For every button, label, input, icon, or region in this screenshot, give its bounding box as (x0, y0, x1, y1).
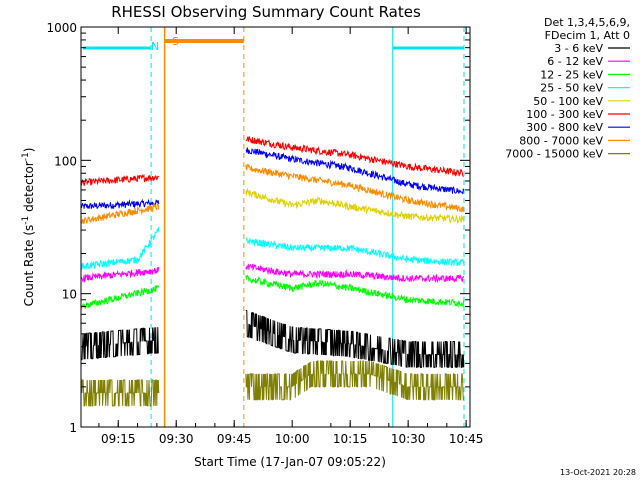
series-line-0 (80, 266, 160, 284)
plot-frame (80, 26, 471, 428)
series-group (80, 136, 465, 407)
y-tick-label: 10 (62, 288, 77, 302)
legend: Det 1,3,4,5,6,9, FDecim 1, Att 0 3 - 6 k… (505, 16, 630, 161)
x-tick-label: 10:00 (275, 432, 310, 446)
series-line-0 (80, 173, 160, 187)
x-tick-label: 10:30 (391, 432, 426, 446)
y-axis-label: Count Rate (s-1 detector-1) (21, 148, 36, 307)
series-line-1 (245, 136, 464, 177)
x-tick-label: 10:45 (449, 432, 484, 446)
legend-entry-label: 7000 - 15000 keV (505, 148, 603, 161)
legend-header-line1: Det 1,3,4,5,6,9, (544, 16, 630, 29)
series-line-0 (80, 202, 160, 225)
y-axis-label-sup2: -1 (21, 152, 31, 161)
x-axis-label: Start Time (17-Jan-07 09:05:22) (194, 455, 386, 469)
series-line-1 (245, 163, 465, 213)
legend-entry-label: 25 - 50 keV (540, 82, 603, 95)
timestamp: 13-Oct-2021 20:28 (560, 468, 636, 477)
legend-entry-label: 50 - 100 keV (533, 95, 603, 108)
y-axis-label-part1: Count Rate (s (22, 225, 36, 307)
y-axis-label-sup1: -1 (21, 216, 31, 225)
legend-entry-label: 300 - 800 keV (526, 121, 603, 134)
legend-entry-label: 800 - 7000 keV (519, 134, 603, 147)
series-line-0 (81, 379, 160, 407)
legend-header-line2: FDecim 1, Att 0 (545, 29, 630, 42)
series-line-1 (245, 262, 465, 284)
series-line-0 (80, 198, 160, 210)
legend-entry-label: 3 - 6 keV (554, 42, 603, 55)
series-line-1 (245, 274, 465, 308)
y-axis: 1 10 100 1000 (46, 21, 470, 435)
series-line-0 (80, 285, 160, 310)
saa-marker-label: S (172, 35, 179, 48)
legend-entry-label: 6 - 12 keV (547, 55, 603, 68)
series-line-0 (81, 327, 159, 361)
series-line-1 (245, 309, 465, 368)
legend-entry-label: 100 - 300 keV (526, 108, 603, 121)
y-tick-label: 1000 (46, 21, 77, 35)
x-tick-label: 09:45 (217, 432, 252, 446)
chart-title: RHESSI Observing Summary Count Rates (111, 3, 421, 21)
legend-entry-label: 12 - 25 keV (540, 68, 603, 81)
x-axis: 09:15 09:30 09:45 10:00 10:15 10:30 10:45 (98, 27, 484, 446)
x-tick-label: 10:15 (333, 432, 368, 446)
series-line-0 (80, 226, 160, 271)
series-line-1 (245, 187, 465, 224)
plot-area (83, 27, 465, 427)
x-tick-label: 09:30 (159, 432, 194, 446)
series-line-1 (245, 360, 464, 401)
series-line-1 (245, 147, 465, 195)
y-tick-label: 100 (54, 154, 77, 168)
night-marker-label: N (151, 40, 159, 53)
y-axis-label-part2: detector (22, 161, 36, 216)
y-tick-label: 1 (69, 421, 77, 435)
x-tick-label: 09:15 (101, 432, 136, 446)
series-line-1 (245, 236, 465, 267)
y-axis-label-part3: ) (22, 148, 36, 153)
